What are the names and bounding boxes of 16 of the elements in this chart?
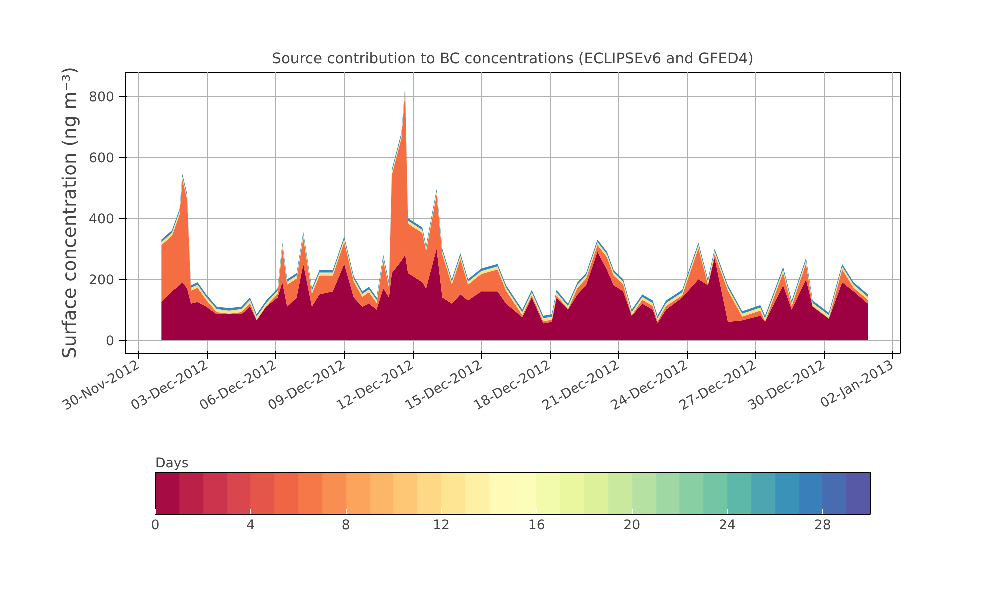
color-bar-label: 16 bbox=[528, 518, 546, 534]
color-bar-label: 20 bbox=[624, 518, 641, 534]
y-tick-label: 800 bbox=[89, 90, 115, 106]
y-tick-label: 200 bbox=[89, 273, 115, 288]
y-tick-label: 0 bbox=[106, 334, 115, 350]
color-bar-label: 4 bbox=[246, 518, 256, 534]
y-tick-label: 600 bbox=[89, 152, 115, 167]
color-bar-label: 0 bbox=[151, 518, 160, 534]
color-bar-label: 28 bbox=[814, 518, 832, 534]
chart-title: Source contribution to BC concentrations (ECLIPSEv6 and GFED4) bbox=[272, 50, 754, 68]
y-axis-title: Surface concentration (ng m⁻³) bbox=[60, 67, 82, 359]
color-bar-label: 24 bbox=[719, 518, 736, 534]
color-bar-label: 12 bbox=[433, 518, 450, 534]
color-bar-label: 8 bbox=[342, 518, 350, 534]
color-bar-title: Days bbox=[156, 456, 189, 472]
y-tick-label: 400 bbox=[89, 212, 115, 228]
